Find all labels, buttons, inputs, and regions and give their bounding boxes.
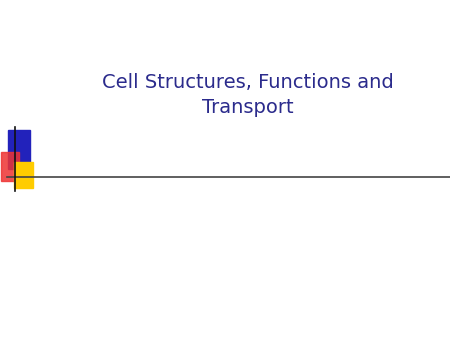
Bar <box>8 130 30 169</box>
Text: Cell Structures, Functions and
Transport: Cell Structures, Functions and Transport <box>102 73 393 117</box>
Bar <box>1 152 19 181</box>
Bar <box>14 162 33 188</box>
